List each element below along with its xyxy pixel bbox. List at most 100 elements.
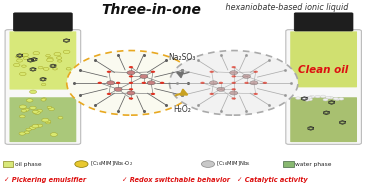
Circle shape (231, 88, 236, 90)
Circle shape (22, 53, 28, 57)
Circle shape (315, 95, 320, 98)
Circle shape (32, 124, 39, 128)
Circle shape (46, 58, 53, 62)
Circle shape (231, 75, 236, 78)
Circle shape (304, 96, 309, 99)
Circle shape (160, 82, 164, 84)
Circle shape (323, 98, 328, 101)
Circle shape (46, 54, 50, 57)
Text: hexaniobate-based ionic liquid: hexaniobate-based ionic liquid (223, 4, 348, 12)
FancyBboxPatch shape (9, 97, 76, 142)
Text: [C$_{16}$MIM]Nb$_6$-O$_2$: [C$_{16}$MIM]Nb$_6$-O$_2$ (90, 160, 133, 169)
Circle shape (29, 106, 36, 110)
Circle shape (66, 68, 71, 70)
FancyBboxPatch shape (290, 31, 357, 87)
Circle shape (46, 120, 51, 123)
Circle shape (307, 96, 313, 99)
Circle shape (209, 71, 214, 73)
Circle shape (201, 161, 215, 167)
Circle shape (20, 72, 26, 76)
Circle shape (129, 97, 133, 100)
Circle shape (339, 97, 344, 100)
Circle shape (209, 93, 214, 95)
Circle shape (254, 71, 258, 73)
Circle shape (43, 67, 49, 70)
FancyBboxPatch shape (286, 30, 361, 144)
Circle shape (116, 82, 120, 84)
Circle shape (230, 71, 238, 75)
Text: [C$_{16}$MIM]Nb$_6$: [C$_{16}$MIM]Nb$_6$ (217, 160, 251, 169)
Circle shape (169, 51, 298, 115)
Text: water phase: water phase (295, 162, 332, 167)
FancyBboxPatch shape (5, 30, 81, 144)
Text: ✓ Redox switchable behavior: ✓ Redox switchable behavior (122, 177, 230, 183)
Circle shape (41, 99, 46, 101)
Circle shape (244, 82, 249, 84)
Circle shape (127, 91, 135, 95)
Circle shape (140, 74, 148, 78)
Text: H₂O₂: H₂O₂ (174, 105, 191, 114)
Circle shape (254, 93, 258, 95)
Circle shape (107, 93, 111, 95)
Circle shape (114, 87, 122, 91)
Circle shape (17, 59, 23, 62)
Circle shape (328, 96, 333, 99)
Circle shape (33, 52, 40, 55)
Circle shape (107, 71, 111, 73)
Circle shape (129, 66, 133, 68)
FancyBboxPatch shape (283, 161, 294, 167)
Text: Three-in-one: Three-in-one (102, 4, 201, 17)
Circle shape (22, 65, 26, 67)
Circle shape (250, 81, 258, 85)
Circle shape (58, 116, 63, 119)
Circle shape (23, 57, 29, 60)
Circle shape (230, 91, 238, 95)
Circle shape (50, 133, 57, 136)
Circle shape (218, 82, 223, 84)
Circle shape (42, 98, 46, 100)
Circle shape (296, 97, 301, 99)
Circle shape (75, 161, 88, 167)
Circle shape (23, 108, 29, 111)
Circle shape (67, 51, 195, 115)
Circle shape (209, 81, 218, 85)
Circle shape (33, 110, 38, 113)
Circle shape (29, 90, 37, 94)
Text: ✓ Catalytic activity: ✓ Catalytic activity (237, 177, 308, 183)
Text: oil phase: oil phase (15, 162, 41, 167)
Circle shape (54, 52, 61, 56)
Circle shape (42, 118, 49, 122)
Circle shape (19, 105, 26, 109)
FancyBboxPatch shape (9, 31, 76, 90)
Circle shape (37, 124, 43, 127)
Text: ✓ Pickering emulsifier: ✓ Pickering emulsifier (5, 177, 87, 183)
Circle shape (200, 82, 205, 84)
Circle shape (21, 109, 26, 112)
FancyBboxPatch shape (294, 13, 353, 31)
Circle shape (321, 95, 325, 98)
Circle shape (24, 131, 29, 134)
Circle shape (151, 71, 155, 73)
Text: Na₂SO₃: Na₂SO₃ (169, 53, 196, 62)
Circle shape (147, 81, 155, 85)
Circle shape (326, 96, 331, 99)
Circle shape (129, 88, 133, 90)
Circle shape (98, 82, 102, 84)
Circle shape (19, 132, 25, 135)
FancyBboxPatch shape (3, 161, 13, 167)
Circle shape (142, 82, 146, 84)
Circle shape (127, 71, 135, 75)
Circle shape (217, 87, 225, 91)
FancyBboxPatch shape (290, 97, 357, 142)
Circle shape (307, 96, 312, 99)
Circle shape (48, 108, 54, 110)
Circle shape (309, 95, 314, 98)
Text: Clean oil: Clean oil (299, 65, 349, 75)
Circle shape (47, 57, 53, 60)
Circle shape (231, 97, 236, 100)
Circle shape (151, 93, 155, 95)
Circle shape (129, 75, 133, 78)
Circle shape (107, 81, 115, 85)
Circle shape (47, 106, 52, 109)
Circle shape (57, 60, 62, 62)
